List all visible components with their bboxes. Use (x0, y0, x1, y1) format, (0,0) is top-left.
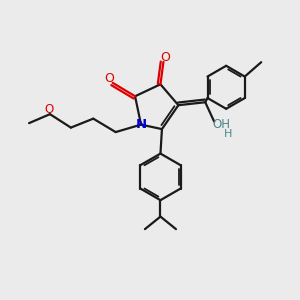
Text: N: N (136, 118, 147, 131)
Text: H: H (224, 129, 232, 139)
Text: O: O (104, 72, 114, 86)
Text: O: O (160, 51, 170, 64)
Text: O: O (45, 103, 54, 116)
Text: OH: OH (213, 118, 231, 131)
